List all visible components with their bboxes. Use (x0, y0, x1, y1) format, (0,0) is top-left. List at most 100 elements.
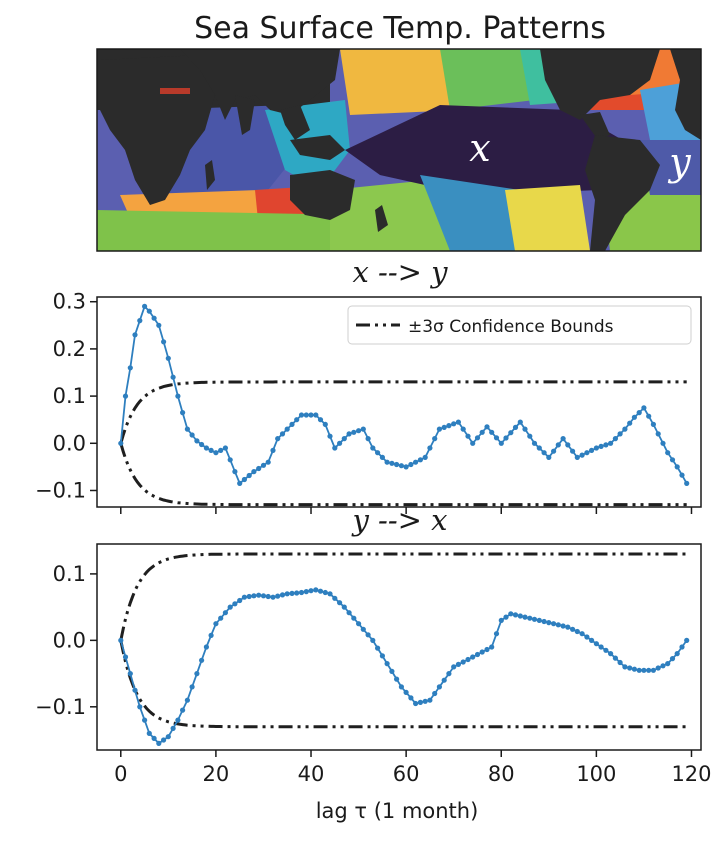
data-point (565, 624, 571, 630)
data-point (137, 318, 143, 324)
data-point (436, 426, 442, 432)
land-eurasia (180, 49, 340, 120)
data-point (356, 428, 362, 434)
data-point (256, 465, 262, 472)
map-label-y: y (667, 140, 691, 184)
data-point (337, 440, 343, 446)
data-point (313, 412, 319, 418)
land-europe-west (670, 49, 701, 140)
region-north-pacific-yellow (340, 49, 470, 115)
data-point (270, 447, 276, 453)
panel1-series-markers (118, 303, 690, 486)
data-point (627, 665, 633, 671)
data-point (308, 412, 314, 418)
data-point (384, 459, 390, 465)
data-point (484, 424, 490, 430)
data-point (493, 631, 500, 637)
data-point (470, 440, 476, 446)
data-point (208, 447, 214, 453)
data-point (512, 612, 519, 618)
data-point (579, 631, 585, 637)
x-tick-label: 0 (114, 762, 127, 786)
data-point (646, 667, 652, 673)
data-point (298, 589, 305, 596)
data-point (294, 417, 300, 423)
panel1-legend: ±3σ Confidence Bounds (347, 305, 692, 345)
data-point (560, 436, 566, 442)
data-point (241, 594, 247, 600)
data-point (679, 644, 685, 650)
data-point (175, 393, 181, 399)
land-india (235, 95, 255, 135)
data-point (322, 589, 328, 596)
data-point (122, 654, 129, 660)
data-point (508, 430, 514, 436)
data-point (351, 429, 357, 435)
data-point (665, 661, 671, 667)
data-point (199, 657, 205, 663)
data-point (474, 651, 481, 658)
data-point (132, 332, 138, 338)
x-tick-label: 100 (576, 762, 616, 786)
y-tick-label: 0.1 (53, 384, 86, 408)
data-point (422, 454, 428, 460)
data-point (479, 429, 485, 435)
data-point (655, 431, 661, 437)
data-point (322, 421, 328, 427)
x-tick-label: 120 (671, 762, 711, 786)
data-point (436, 684, 442, 690)
data-point (408, 461, 414, 468)
data-point (213, 450, 219, 456)
data-point (332, 595, 338, 601)
data-point (313, 587, 319, 593)
data-point (617, 659, 623, 666)
data-point (422, 698, 428, 704)
data-point (184, 426, 190, 432)
data-point (275, 593, 281, 599)
data-point (146, 308, 152, 314)
legend-label: ±3σ Confidence Bounds (408, 317, 614, 337)
panel1-frame (96, 296, 702, 508)
data-point (227, 457, 233, 463)
data-point (527, 615, 533, 621)
land-islands (290, 135, 345, 160)
data-point (156, 740, 162, 747)
data-point (118, 440, 124, 446)
data-point (641, 405, 647, 411)
panel-y-to-x: −0.1 0.0 0.1 0 20 40 60 80 100 120 (35, 543, 712, 786)
data-point (151, 315, 157, 321)
data-point (631, 666, 638, 672)
land-south-america (585, 135, 660, 251)
data-point (503, 435, 509, 441)
data-point (531, 440, 538, 446)
data-point (574, 628, 580, 635)
data-point (237, 597, 243, 604)
y-tick-label: 0.2 (53, 337, 86, 361)
data-point (232, 469, 238, 475)
data-point (394, 461, 400, 468)
land-central-america (580, 112, 610, 140)
data-point (251, 593, 257, 599)
data-point (384, 661, 390, 667)
data-point (413, 459, 419, 465)
x-tick-label: 20 (203, 762, 230, 786)
data-point (213, 621, 219, 627)
data-point (203, 445, 209, 451)
data-point (199, 441, 205, 448)
data-point (351, 615, 357, 621)
data-point (360, 426, 366, 432)
data-point (413, 700, 419, 707)
data-point (460, 659, 466, 665)
data-point (674, 464, 680, 470)
data-point (327, 433, 333, 439)
data-point (527, 433, 533, 439)
land-se-asia (280, 105, 310, 140)
data-point (394, 676, 400, 682)
data-point (303, 589, 309, 595)
data-point (427, 697, 433, 703)
data-point (175, 717, 181, 723)
data-point (665, 450, 671, 456)
data-point (622, 426, 628, 432)
panel1-upper-bound-line (119, 380, 687, 444)
data-point (636, 667, 642, 673)
